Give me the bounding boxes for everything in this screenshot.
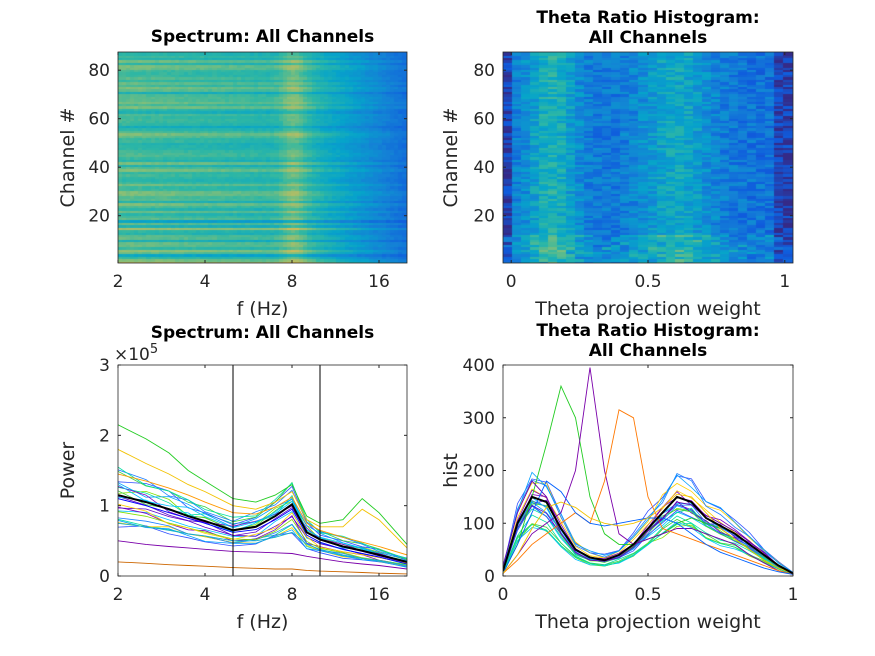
- x-axis-label: Theta projection weight: [534, 298, 760, 320]
- x-tick-label: 1: [788, 585, 799, 605]
- x-tick-label: 2: [113, 272, 124, 292]
- axes-box: [502, 51, 794, 264]
- y-tick-label: 80: [473, 61, 495, 81]
- x-tick-label: 16: [368, 272, 390, 292]
- series-line: [503, 493, 793, 574]
- series-line: [118, 498, 407, 565]
- series-line: [503, 409, 793, 575]
- x-axis-label: f (Hz): [237, 298, 289, 320]
- plot-title: Theta Ratio Histogram: All Channels: [536, 321, 759, 361]
- y-tick-label: 20: [473, 207, 495, 227]
- series-group: [503, 367, 793, 575]
- axes-2: 0 0.5 1 20 40 60 80 Theta projection weight Chan…: [440, 51, 794, 320]
- x-tick-label: 1: [779, 272, 790, 292]
- series-line: [503, 482, 793, 574]
- x-tick-label: 8: [287, 585, 298, 605]
- y-tick-label: 3: [99, 356, 110, 376]
- y-tick-label: 200: [463, 462, 495, 482]
- x-tick-label: 0.5: [634, 585, 661, 605]
- series-line: [118, 484, 407, 562]
- spectrum-heatmap: [118, 52, 407, 263]
- x-tick-label: 8: [287, 272, 298, 292]
- y-tick-label: 40: [473, 158, 495, 178]
- x-tick-label: 2: [113, 585, 124, 605]
- axes-box: [117, 51, 408, 264]
- plot-title: Spectrum: All Channels: [151, 27, 375, 47]
- y-tick-label: 80: [88, 61, 110, 81]
- y-tick-label: 60: [473, 110, 495, 130]
- x-axis-label: Theta projection weight: [534, 611, 760, 633]
- series-line: [503, 522, 793, 575]
- y-tick-label: 400: [463, 356, 495, 376]
- y-axis-label: Channel #: [440, 108, 462, 208]
- x-tick-label: 0: [498, 585, 509, 605]
- theta-histogram-heatmap: [503, 52, 793, 263]
- x-axis-label: f (Hz): [237, 611, 289, 633]
- y-tick-label: 1: [99, 497, 110, 517]
- series-line: [503, 471, 793, 573]
- y-tick-label: 0: [484, 567, 495, 587]
- series-line: [118, 561, 407, 575]
- mean-series-line: [118, 494, 407, 563]
- x-tick-label: 4: [200, 585, 211, 605]
- series-line: [503, 367, 793, 575]
- y-axis-label: Channel #: [57, 108, 79, 208]
- series-line: [503, 475, 793, 573]
- series-group: [118, 365, 407, 576]
- y-tick-label: 2: [99, 426, 110, 446]
- series-line: [118, 506, 407, 566]
- y-tick-label: 100: [463, 514, 495, 534]
- axes-1: 2 4 8 16 20 40 60 80 f (Hz) Channel #: [57, 51, 408, 320]
- series-line: [118, 473, 407, 556]
- plot-title: Theta Ratio Histogram: All Channels: [536, 8, 759, 48]
- axes-4: 0 0.5 1 0 100 200 300 400 Theta projection weigh…: [440, 356, 798, 633]
- y-exponent-label: ×105: [114, 342, 158, 365]
- y-axis-label: hist: [440, 453, 462, 488]
- series-line: [118, 424, 407, 545]
- series-line: [118, 540, 407, 570]
- x-tick-label: 0.5: [634, 272, 661, 292]
- series-line: [118, 522, 407, 566]
- series-line: [118, 511, 407, 566]
- y-axis-label: Power: [57, 442, 79, 500]
- mean-series-line: [503, 495, 793, 575]
- plot-title: Spectrum: All Channels: [151, 323, 375, 343]
- series-line: [118, 525, 407, 567]
- x-tick-label: 16: [368, 585, 390, 605]
- series-line: [118, 469, 407, 559]
- y-tick-label: 0: [99, 567, 110, 587]
- series-line: [503, 500, 793, 575]
- series-line: [503, 521, 793, 575]
- y-tick-label: 20: [88, 207, 110, 227]
- x-tick-label: 4: [200, 272, 211, 292]
- y-tick-label: 300: [463, 409, 495, 429]
- axes-box: [117, 364, 408, 577]
- y-tick-label: 60: [88, 110, 110, 130]
- series-line: [118, 448, 407, 549]
- x-tick-label: 0: [506, 272, 517, 292]
- y-tick-label: 40: [88, 158, 110, 178]
- axes-3: 2 4 8 16 0 1 2 3 f (Hz) Power ×105: [57, 342, 408, 633]
- series-line: [118, 503, 407, 564]
